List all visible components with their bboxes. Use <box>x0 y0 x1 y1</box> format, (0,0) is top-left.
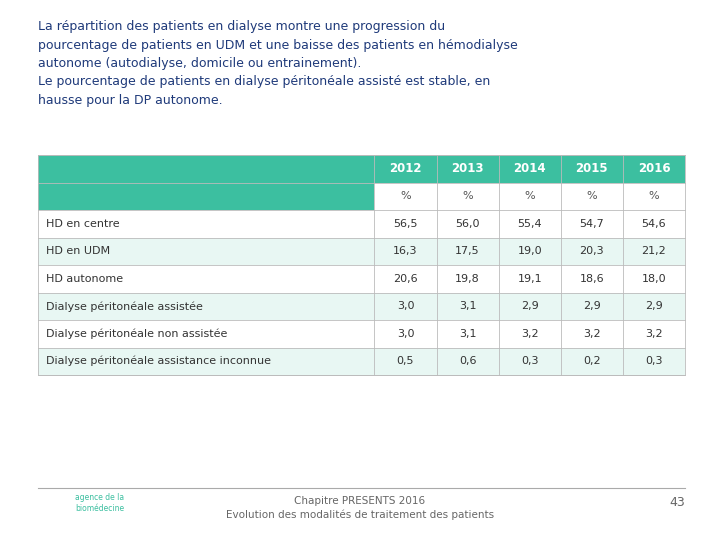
Text: 0,3: 0,3 <box>645 356 662 366</box>
FancyBboxPatch shape <box>436 238 499 265</box>
Text: 54,6: 54,6 <box>642 219 666 229</box>
Text: 56,0: 56,0 <box>455 219 480 229</box>
Text: 2014: 2014 <box>513 162 546 176</box>
FancyBboxPatch shape <box>623 265 685 293</box>
Text: HD autonome: HD autonome <box>46 274 123 284</box>
FancyBboxPatch shape <box>561 238 623 265</box>
FancyBboxPatch shape <box>436 210 499 238</box>
FancyBboxPatch shape <box>38 238 374 265</box>
FancyBboxPatch shape <box>374 320 436 348</box>
FancyBboxPatch shape <box>374 238 436 265</box>
FancyBboxPatch shape <box>561 183 623 210</box>
FancyBboxPatch shape <box>374 210 436 238</box>
Text: 0,5: 0,5 <box>397 356 414 366</box>
FancyBboxPatch shape <box>38 265 374 293</box>
FancyBboxPatch shape <box>623 320 685 348</box>
Text: 2016: 2016 <box>638 162 670 176</box>
Text: 3,1: 3,1 <box>459 301 477 311</box>
FancyBboxPatch shape <box>561 320 623 348</box>
Text: La répartition des patients en dialyse montre une progression du
pourcentage de : La répartition des patients en dialyse m… <box>38 20 518 107</box>
FancyBboxPatch shape <box>499 155 561 183</box>
FancyBboxPatch shape <box>436 348 499 375</box>
Text: 3,0: 3,0 <box>397 301 414 311</box>
Text: 17,5: 17,5 <box>455 246 480 256</box>
Text: %: % <box>649 191 660 201</box>
FancyBboxPatch shape <box>38 293 374 320</box>
FancyBboxPatch shape <box>623 293 685 320</box>
Text: 3,2: 3,2 <box>583 329 600 339</box>
FancyBboxPatch shape <box>436 320 499 348</box>
Text: 20,6: 20,6 <box>393 274 418 284</box>
Text: 2013: 2013 <box>451 162 484 176</box>
FancyBboxPatch shape <box>623 348 685 375</box>
FancyBboxPatch shape <box>436 183 499 210</box>
FancyBboxPatch shape <box>38 155 374 183</box>
Text: 0,3: 0,3 <box>521 356 539 366</box>
Text: 55,4: 55,4 <box>518 219 542 229</box>
FancyBboxPatch shape <box>561 265 623 293</box>
Text: 54,7: 54,7 <box>580 219 604 229</box>
Text: Dialyse péritonéale assistée: Dialyse péritonéale assistée <box>46 301 203 312</box>
FancyBboxPatch shape <box>561 155 623 183</box>
FancyBboxPatch shape <box>623 183 685 210</box>
Text: 2012: 2012 <box>390 162 422 176</box>
Text: 21,2: 21,2 <box>642 246 666 256</box>
Text: Dialyse péritonéale non assistée: Dialyse péritonéale non assistée <box>46 328 228 339</box>
Text: 19,8: 19,8 <box>455 274 480 284</box>
Text: 3,2: 3,2 <box>645 329 662 339</box>
Text: %: % <box>462 191 473 201</box>
Text: 20,3: 20,3 <box>580 246 604 256</box>
Text: Dialyse péritonéale assistance inconnue: Dialyse péritonéale assistance inconnue <box>46 356 271 367</box>
FancyBboxPatch shape <box>499 348 561 375</box>
Text: 18,6: 18,6 <box>580 274 604 284</box>
FancyBboxPatch shape <box>374 155 436 183</box>
FancyBboxPatch shape <box>38 210 374 238</box>
FancyBboxPatch shape <box>374 183 436 210</box>
FancyBboxPatch shape <box>374 293 436 320</box>
FancyBboxPatch shape <box>38 320 374 348</box>
FancyBboxPatch shape <box>499 238 561 265</box>
FancyBboxPatch shape <box>499 293 561 320</box>
Text: 16,3: 16,3 <box>393 246 418 256</box>
FancyBboxPatch shape <box>38 348 374 375</box>
Text: %: % <box>587 191 597 201</box>
Text: HD en UDM: HD en UDM <box>46 246 110 256</box>
FancyBboxPatch shape <box>374 348 436 375</box>
FancyBboxPatch shape <box>436 293 499 320</box>
Text: 3,2: 3,2 <box>521 329 539 339</box>
Text: HD en centre: HD en centre <box>46 219 120 229</box>
Text: 18,0: 18,0 <box>642 274 666 284</box>
Text: Chapitre PRESENTS 2016: Chapitre PRESENTS 2016 <box>294 496 426 506</box>
FancyBboxPatch shape <box>623 155 685 183</box>
FancyBboxPatch shape <box>436 155 499 183</box>
FancyBboxPatch shape <box>623 238 685 265</box>
FancyBboxPatch shape <box>499 320 561 348</box>
Text: 2,9: 2,9 <box>521 301 539 311</box>
Text: 43: 43 <box>670 496 685 510</box>
FancyBboxPatch shape <box>499 265 561 293</box>
FancyBboxPatch shape <box>623 210 685 238</box>
Text: 2,9: 2,9 <box>645 301 663 311</box>
FancyBboxPatch shape <box>499 183 561 210</box>
Text: Evolution des modalités de traitement des patients: Evolution des modalités de traitement de… <box>226 510 494 521</box>
Text: 56,5: 56,5 <box>393 219 418 229</box>
Text: 2015: 2015 <box>575 162 608 176</box>
Text: %: % <box>524 191 535 201</box>
Text: 2,9: 2,9 <box>583 301 600 311</box>
Text: 3,1: 3,1 <box>459 329 477 339</box>
FancyBboxPatch shape <box>38 183 374 210</box>
Text: 19,1: 19,1 <box>518 274 542 284</box>
Text: agence de la
biomédecine: agence de la biomédecine <box>76 494 125 512</box>
FancyBboxPatch shape <box>561 348 623 375</box>
Text: 0,6: 0,6 <box>459 356 477 366</box>
FancyBboxPatch shape <box>374 265 436 293</box>
Text: 0,2: 0,2 <box>583 356 600 366</box>
Text: 19,0: 19,0 <box>518 246 542 256</box>
Text: 3,0: 3,0 <box>397 329 414 339</box>
Text: %: % <box>400 191 411 201</box>
FancyBboxPatch shape <box>436 265 499 293</box>
FancyBboxPatch shape <box>561 293 623 320</box>
FancyBboxPatch shape <box>561 210 623 238</box>
FancyBboxPatch shape <box>499 210 561 238</box>
